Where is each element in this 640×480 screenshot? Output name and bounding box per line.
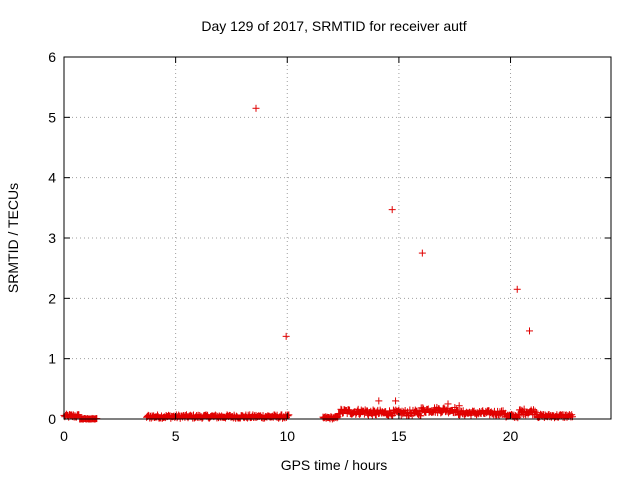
x-tick-label: 5 bbox=[172, 428, 180, 444]
data-point bbox=[284, 412, 292, 420]
y-tick-label: 6 bbox=[48, 49, 56, 65]
ticks: 0 5 10 15 20 0 1 2 3 4 5 6 bbox=[48, 49, 611, 444]
data-point bbox=[417, 412, 425, 420]
data-point bbox=[455, 402, 463, 410]
y-tick-label: 5 bbox=[48, 109, 56, 125]
data-point bbox=[333, 414, 341, 422]
y-tick-label: 1 bbox=[48, 351, 56, 367]
data-point bbox=[418, 249, 426, 257]
x-axis-label: GPS time / hours bbox=[281, 457, 388, 473]
data-point bbox=[354, 405, 362, 413]
data-points bbox=[60, 104, 576, 423]
y-tick-label: 3 bbox=[48, 230, 56, 246]
data-point bbox=[515, 412, 523, 420]
data-point bbox=[452, 406, 460, 414]
data-point bbox=[419, 404, 427, 412]
y-axis-label: SRMTID / TECUs bbox=[5, 183, 21, 293]
x-tick-label: 20 bbox=[503, 428, 519, 444]
data-point bbox=[75, 411, 83, 419]
data-point bbox=[388, 412, 396, 420]
data-point bbox=[285, 411, 293, 419]
data-point bbox=[513, 285, 521, 293]
data-point bbox=[444, 400, 452, 408]
x-tick-label: 15 bbox=[391, 428, 407, 444]
y-tick-label: 4 bbox=[48, 170, 56, 186]
data-point bbox=[526, 327, 534, 335]
data-point bbox=[495, 411, 503, 419]
data-point bbox=[530, 406, 538, 414]
y-tick-label: 2 bbox=[48, 290, 56, 306]
data-point bbox=[252, 104, 260, 112]
data-point bbox=[368, 412, 376, 420]
data-point bbox=[346, 406, 354, 414]
data-point bbox=[411, 406, 419, 414]
x-tick-label: 0 bbox=[60, 428, 68, 444]
data-point bbox=[392, 397, 400, 405]
data-point bbox=[533, 409, 541, 417]
grid bbox=[64, 57, 611, 419]
chart-title: Day 129 of 2017, SRMTID for receiver aut… bbox=[201, 18, 466, 34]
x-tick-label: 10 bbox=[279, 428, 295, 444]
y-tick-label: 0 bbox=[48, 411, 56, 427]
data-point bbox=[282, 332, 290, 340]
data-point bbox=[531, 407, 539, 415]
data-point bbox=[375, 397, 383, 405]
data-point bbox=[514, 414, 522, 422]
data-point bbox=[388, 206, 396, 214]
data-point bbox=[437, 409, 445, 417]
data-point bbox=[335, 410, 343, 418]
